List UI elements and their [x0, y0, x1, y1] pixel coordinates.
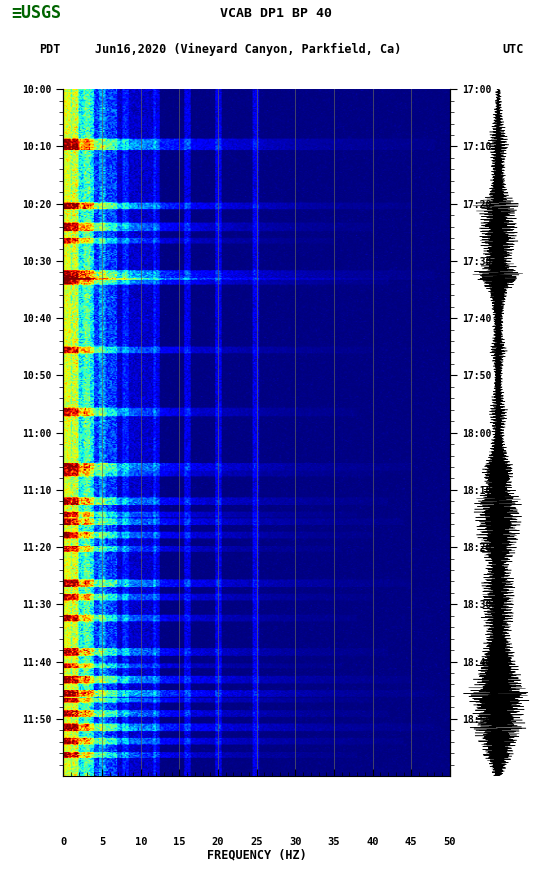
Text: PDT: PDT — [39, 43, 60, 56]
X-axis label: FREQUENCY (HZ): FREQUENCY (HZ) — [207, 848, 306, 862]
Text: VCAB DP1 BP 40: VCAB DP1 BP 40 — [220, 7, 332, 21]
Text: Jun16,2020 (Vineyard Canyon, Parkfield, Ca): Jun16,2020 (Vineyard Canyon, Parkfield, … — [95, 43, 402, 56]
Text: ≡USGS: ≡USGS — [11, 4, 61, 22]
Text: UTC: UTC — [503, 43, 524, 56]
